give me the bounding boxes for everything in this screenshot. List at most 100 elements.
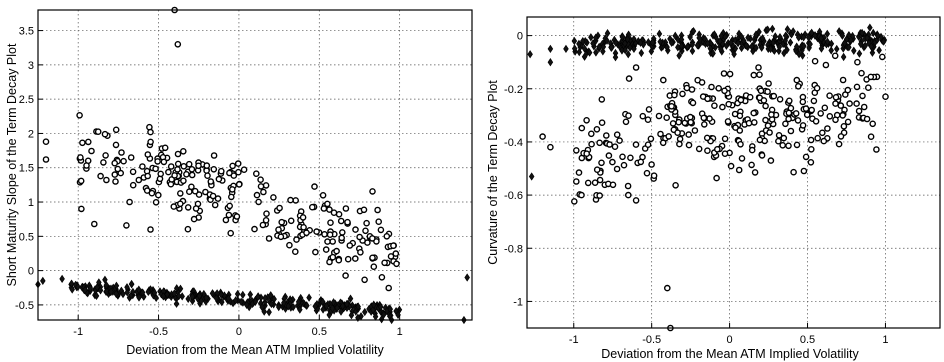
data-point <box>196 291 203 301</box>
data-point <box>263 210 270 217</box>
data-point <box>563 44 569 54</box>
data-point <box>769 24 776 34</box>
data-point <box>721 87 728 95</box>
data-point <box>596 192 604 199</box>
data-point <box>371 300 377 309</box>
data-point <box>700 114 708 122</box>
data-point <box>393 260 400 268</box>
data-point <box>97 286 104 295</box>
data-point <box>722 32 728 41</box>
data-point <box>203 162 211 169</box>
data-point <box>685 141 693 149</box>
data-point <box>676 51 682 60</box>
data-point <box>259 302 265 312</box>
data-point <box>786 97 793 105</box>
data-point <box>176 190 184 197</box>
data-point <box>464 273 470 282</box>
data-point <box>330 298 337 307</box>
data-point <box>147 128 154 136</box>
data-point <box>97 172 104 180</box>
data-point <box>144 172 151 180</box>
data-point <box>824 29 831 38</box>
data-point <box>787 38 794 47</box>
data-point <box>124 283 130 292</box>
data-point <box>756 136 764 144</box>
data-point <box>374 206 381 214</box>
data-point <box>100 159 107 166</box>
data-point <box>647 135 655 143</box>
data-point <box>625 75 633 82</box>
data-point <box>782 120 789 128</box>
data-point <box>338 307 344 316</box>
data-point <box>873 146 880 153</box>
data-point <box>112 126 120 134</box>
data-point <box>93 291 100 301</box>
data-point <box>600 42 607 52</box>
data-point <box>527 50 533 59</box>
data-point <box>293 236 300 243</box>
x-tick-label: 0.5 <box>312 326 327 338</box>
data-point <box>724 118 732 125</box>
data-point <box>690 27 697 36</box>
data-point <box>598 159 605 167</box>
data-point <box>598 96 606 103</box>
data-point <box>857 39 864 49</box>
y-tick-label: -0.8 <box>504 243 523 255</box>
data-point <box>184 225 192 233</box>
data-point <box>152 198 160 206</box>
data-point <box>625 112 632 119</box>
data-point <box>638 48 645 58</box>
data-point <box>204 172 211 179</box>
data-point <box>369 254 376 262</box>
data-point <box>203 297 209 306</box>
data-point <box>262 216 270 224</box>
x-tick-label: -0.5 <box>149 326 168 338</box>
data-point <box>650 172 658 179</box>
data-point <box>665 133 673 140</box>
data-point <box>154 191 162 199</box>
data-point <box>102 275 108 284</box>
data-point <box>669 120 677 127</box>
data-point <box>664 43 670 52</box>
data-point <box>344 299 350 309</box>
data-point <box>40 276 46 286</box>
data-point <box>214 195 222 202</box>
data-point <box>226 202 233 210</box>
data-point <box>588 33 594 42</box>
data-point <box>749 42 755 51</box>
data-point <box>144 151 152 158</box>
data-point <box>846 43 852 52</box>
diamond-series <box>527 23 888 181</box>
data-point <box>356 233 363 241</box>
data-point <box>171 289 178 298</box>
data-point <box>161 144 169 152</box>
data-point <box>59 274 65 283</box>
data-point <box>837 133 845 140</box>
data-point <box>777 33 783 42</box>
data-point <box>717 37 723 46</box>
data-point <box>304 301 310 310</box>
data-point <box>136 293 142 302</box>
data-point <box>265 235 273 242</box>
data-point <box>767 157 775 164</box>
y-tick-label: 0.5 <box>19 231 34 243</box>
data-point <box>135 176 143 184</box>
data-point <box>287 217 295 225</box>
data-point <box>725 100 733 108</box>
data-point <box>604 29 611 38</box>
data-point <box>312 248 319 256</box>
data-point <box>655 112 663 120</box>
data-point <box>867 133 875 140</box>
data-point <box>338 229 346 236</box>
data-point <box>721 150 729 157</box>
y-tick-label: 2.5 <box>19 94 34 106</box>
data-point <box>329 238 337 245</box>
data-point <box>344 255 352 263</box>
diamond-series <box>35 273 470 325</box>
data-point <box>840 123 848 130</box>
data-point <box>42 138 50 145</box>
data-point <box>326 258 333 266</box>
data-point <box>319 297 326 306</box>
y-tick-label: -0.2 <box>504 84 523 96</box>
data-point <box>792 110 800 117</box>
